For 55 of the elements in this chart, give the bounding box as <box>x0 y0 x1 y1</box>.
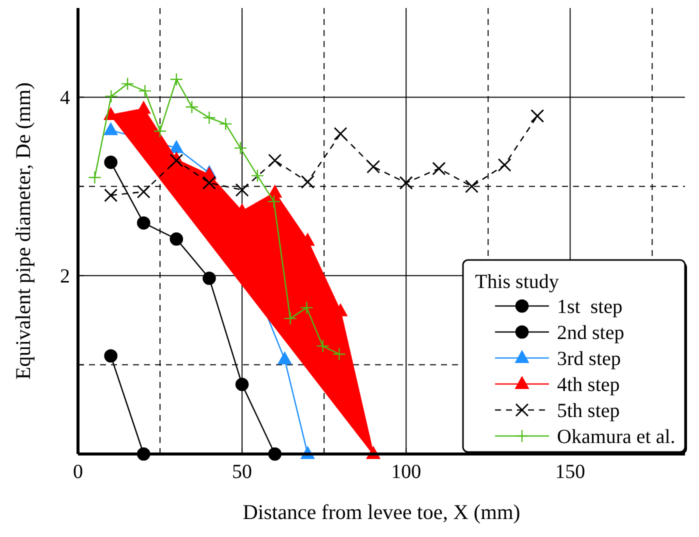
point <box>136 185 150 198</box>
legend-label: 1st step <box>557 296 623 318</box>
point <box>104 156 118 169</box>
point <box>498 158 512 172</box>
legend-title: This study <box>475 271 559 293</box>
point <box>170 72 184 86</box>
point <box>88 170 102 184</box>
point <box>136 216 150 230</box>
legend-label: Okamura et al. <box>557 426 676 448</box>
legend-label: 4th step <box>557 374 620 396</box>
x-tick-label: 50 <box>232 461 252 483</box>
point <box>234 141 248 155</box>
point <box>235 378 249 392</box>
point <box>235 183 249 197</box>
point <box>464 180 478 194</box>
point <box>219 117 232 131</box>
point <box>278 352 292 364</box>
point <box>366 160 380 174</box>
point <box>530 109 544 123</box>
y-tick-label: 2 <box>60 266 70 288</box>
point <box>202 176 216 190</box>
point <box>104 90 118 103</box>
legend-label: 3rd step <box>557 348 621 370</box>
point <box>332 347 346 361</box>
point <box>202 111 216 124</box>
point <box>170 140 184 153</box>
point <box>185 100 198 114</box>
point <box>104 188 118 202</box>
point <box>153 124 167 138</box>
point <box>120 77 134 90</box>
legend-label: 2nd step <box>557 322 624 344</box>
x-axis-title: Distance from levee toe, X (mm) <box>242 500 520 524</box>
point <box>170 232 184 246</box>
point <box>104 122 118 136</box>
point <box>316 339 330 353</box>
y-axis-title: Equivalent pipe diameter, De (mm) <box>11 82 35 380</box>
point <box>432 162 446 176</box>
legend-label: 5th step <box>557 400 620 422</box>
point <box>334 127 348 141</box>
point <box>170 154 184 168</box>
point <box>300 301 314 314</box>
point <box>250 169 264 182</box>
point <box>268 185 282 198</box>
point <box>267 194 280 208</box>
point <box>202 272 216 285</box>
point <box>138 84 152 98</box>
x-tick-label: 100 <box>391 461 422 483</box>
point <box>268 154 282 168</box>
point <box>399 176 413 190</box>
x-tick-label: 0 <box>73 461 83 483</box>
point <box>300 175 314 189</box>
point <box>284 312 297 326</box>
point <box>104 349 118 363</box>
x-tick-label: 150 <box>555 461 586 483</box>
y-tick-label: 4 <box>60 87 70 110</box>
